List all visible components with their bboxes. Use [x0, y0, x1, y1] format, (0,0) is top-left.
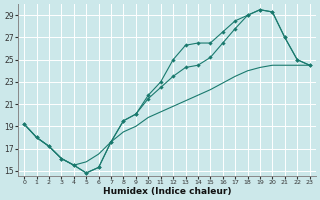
X-axis label: Humidex (Indice chaleur): Humidex (Indice chaleur) — [103, 187, 231, 196]
